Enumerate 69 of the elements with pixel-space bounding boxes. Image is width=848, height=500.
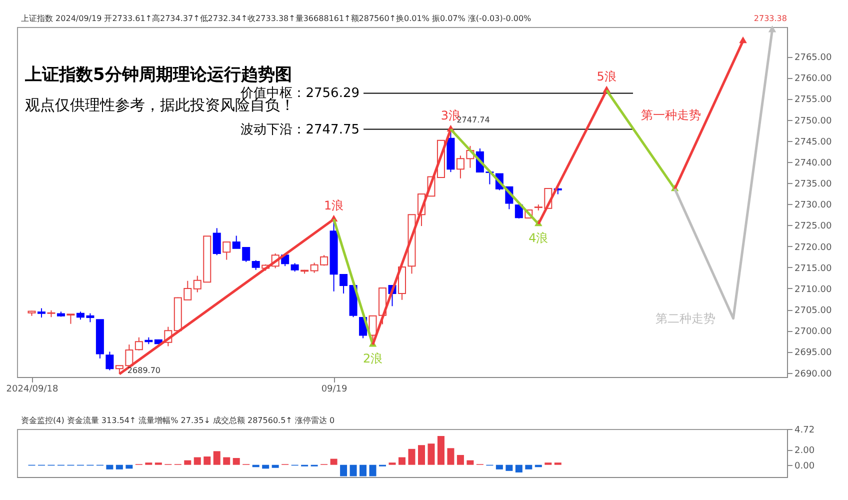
candlestick — [134, 336, 143, 351]
bar — [116, 464, 123, 470]
y-tick-label: 2.00 — [794, 446, 815, 456]
y-tick-label: 2760.00 — [794, 74, 832, 84]
bar — [418, 445, 425, 465]
bar — [223, 457, 230, 465]
bar — [369, 464, 376, 476]
y-tick-label: 2700.00 — [794, 327, 832, 338]
bar — [204, 456, 211, 465]
candlestick — [212, 228, 221, 256]
y-tick-label: 2710.00 — [794, 284, 832, 295]
y-tick-label: 2765.00 — [794, 53, 832, 64]
bar — [408, 448, 416, 465]
ref-line-label: 波动下沿：2747.75 — [240, 122, 360, 138]
candlestick — [222, 242, 231, 260]
chart-title: 资金监控(4) 资金流量 313.54↑ 流量增幅% 27.35↓ 成交总额 287560.5↑ 涨停雷达 0 — [21, 416, 335, 425]
bar — [340, 464, 348, 476]
bar — [184, 460, 192, 465]
bar — [496, 464, 503, 470]
series-label: 第一种走势 — [640, 108, 701, 122]
y-tick-label: 2745.00 — [794, 137, 832, 148]
y-tick-label: 0.00 — [794, 461, 815, 472]
candlestick — [37, 308, 46, 318]
bar — [506, 464, 513, 471]
y-tick-label: 2725.00 — [794, 222, 832, 232]
bar — [272, 464, 279, 468]
y-tick-label: 2735.00 — [794, 180, 832, 190]
bar — [466, 460, 474, 465]
bar — [330, 458, 338, 465]
candlestick — [106, 351, 114, 371]
bar — [360, 464, 367, 476]
bar — [350, 464, 357, 476]
bar — [106, 464, 114, 470]
y-tick-label: 2730.00 — [794, 200, 832, 211]
bar — [232, 458, 240, 465]
y-tick-label: 2695.00 — [794, 348, 832, 358]
series-label: 2浪 — [362, 352, 383, 366]
series-label: 1浪 — [324, 198, 344, 212]
candlestick — [66, 314, 75, 324]
series-label: 4浪 — [528, 230, 548, 245]
y-tick-label: 2750.00 — [794, 116, 832, 126]
series-label: 5浪 — [596, 69, 616, 84]
y-tick-label: 2690.00 — [794, 369, 832, 380]
x-tick-label: 2024/09/18 — [6, 384, 58, 394]
x-tick-label: 09/19 — [321, 384, 348, 394]
candlestick — [252, 260, 260, 270]
y-tick-label: 4.72 — [794, 426, 815, 436]
text: 上证指数5分钟周期理论运行趋势图 — [24, 65, 292, 85]
bar — [456, 454, 464, 465]
y-tick-label: 2740.00 — [794, 158, 832, 168]
y-tick-label: 2755.00 — [794, 95, 832, 106]
annotation: 2689.70 — [127, 366, 161, 376]
candlestick — [514, 204, 523, 219]
bar — [262, 464, 270, 469]
bar — [194, 457, 201, 465]
bar — [437, 436, 444, 465]
y-tick-label: 2720.00 — [794, 242, 832, 253]
bar — [398, 457, 406, 465]
text: 2733.38 — [754, 14, 787, 23]
bar — [447, 448, 454, 465]
bar — [525, 464, 532, 470]
bar — [213, 451, 220, 465]
series-label: 第二种走势 — [655, 311, 716, 326]
bar — [515, 464, 522, 472]
y-tick-label: 2715.00 — [794, 264, 832, 274]
bar — [428, 444, 435, 465]
text: 上证指数 2024/09/19 开2733.61↑高2734.37↑低2732.34↑收2733.38↑量36688161↑额287560↑换0.01% 振0.07% 涨(-0.03)-0.00% — [21, 14, 532, 23]
bar — [126, 464, 133, 469]
y-tick-label: 2705.00 — [794, 306, 832, 316]
